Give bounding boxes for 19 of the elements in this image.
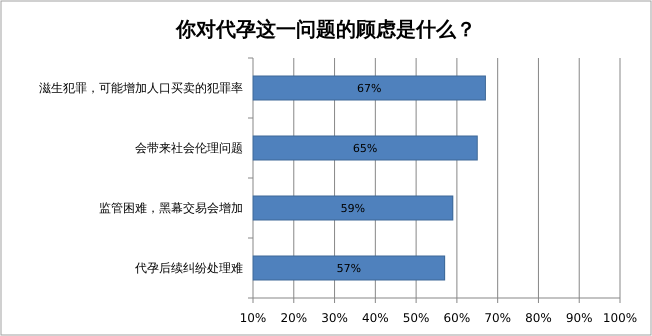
xtick: 90% bbox=[566, 311, 593, 325]
xtick: 70% bbox=[484, 311, 511, 325]
xtick: 10% bbox=[240, 311, 266, 325]
category: 代孕后续纠纷处理难 bbox=[135, 261, 243, 275]
title: 你对代孕这一问题的顾虑是什么？ bbox=[176, 17, 476, 41]
xtick: 50% bbox=[402, 311, 430, 325]
xtick: 80% bbox=[525, 311, 552, 325]
value-label: 67% bbox=[357, 82, 382, 95]
xtick: 20% bbox=[280, 311, 308, 325]
value-label: 59% bbox=[340, 202, 366, 215]
xtick: 30% bbox=[321, 311, 348, 325]
category: 会带来社会伦理问题 bbox=[135, 141, 243, 155]
xtick: 100% bbox=[602, 311, 638, 325]
value-label: 57% bbox=[336, 262, 362, 275]
category: 监管困难，黑幕交易会增加 bbox=[99, 201, 243, 215]
category: 滋生犯罪，可能增加人口买卖的犯罪率 bbox=[39, 81, 243, 95]
xtick: 60% bbox=[444, 311, 470, 325]
xtick: 40% bbox=[362, 311, 389, 325]
value-label: 65% bbox=[352, 142, 378, 155]
